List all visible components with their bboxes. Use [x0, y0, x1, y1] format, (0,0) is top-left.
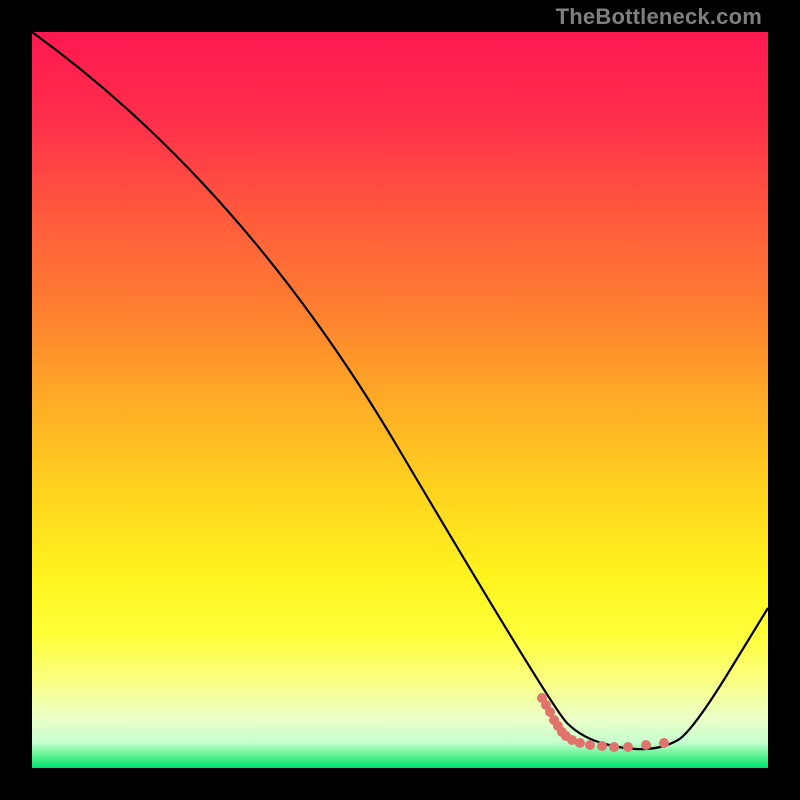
scatter-point [597, 741, 607, 751]
scatter-point [623, 742, 633, 752]
scatter-point [641, 740, 651, 750]
scatter-point [575, 738, 585, 748]
scatter-point [585, 740, 595, 750]
chart-svg [32, 32, 768, 768]
chart-frame: TheBottleneck.com [0, 0, 800, 800]
scatter-point [659, 738, 669, 748]
scatter-point [609, 742, 619, 752]
watermark-text: TheBottleneck.com [556, 4, 762, 30]
chart-background [32, 32, 768, 768]
plot-area [32, 32, 768, 768]
